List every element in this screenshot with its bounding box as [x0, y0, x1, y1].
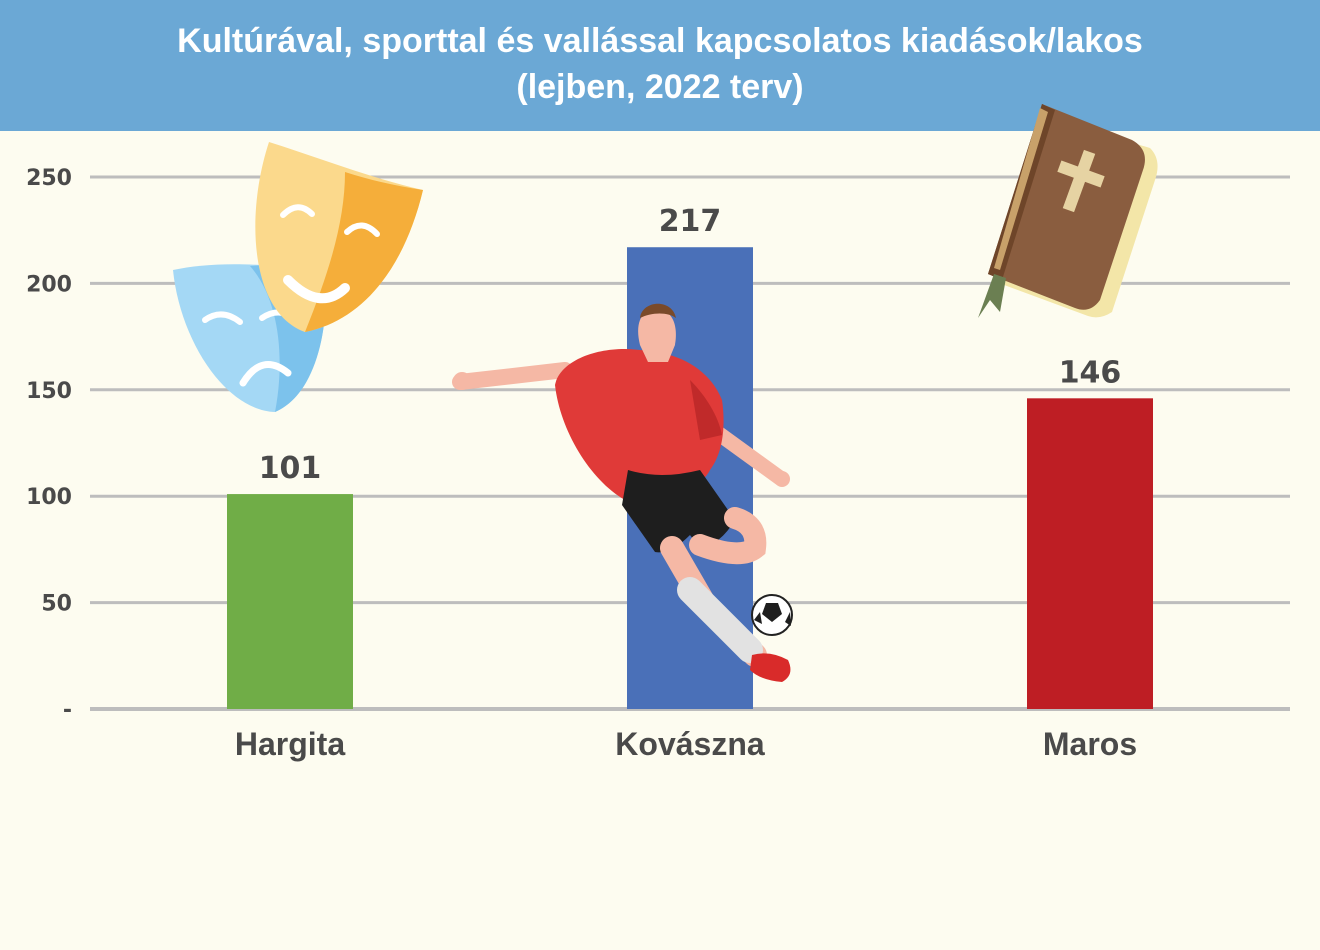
- data-labels: 101 217 146: [259, 204, 1122, 486]
- bible-icon: [978, 104, 1158, 318]
- x-tick-label: Hargita: [235, 726, 345, 762]
- x-axis-ticks: Hargita Kovászna Maros: [235, 726, 1137, 762]
- football-player-icon: [452, 303, 793, 682]
- y-tick-label: 150: [26, 379, 72, 404]
- theater-masks-icon: [173, 142, 423, 412]
- y-tick-label: 100: [26, 485, 72, 510]
- bar-hargita: [227, 494, 353, 709]
- chart-subtitle: (lejben, 2022 terv): [516, 68, 804, 106]
- y-axis-ticks: - 50 100 150 200 250: [26, 166, 72, 723]
- data-label: 101: [259, 451, 322, 486]
- bar-maros: [1027, 398, 1153, 709]
- x-tick-label: Maros: [1043, 726, 1137, 762]
- y-tick-label: 250: [26, 166, 72, 191]
- y-tick-label: 50: [41, 592, 72, 617]
- y-tick-label: 200: [26, 272, 72, 297]
- data-label: 217: [659, 204, 722, 239]
- x-tick-label: Kovászna: [615, 726, 765, 762]
- chart-title: Kultúrával, sporttal és vallással kapcso…: [177, 22, 1143, 60]
- data-label: 146: [1059, 355, 1122, 390]
- y-tick-label: -: [63, 698, 72, 723]
- chart-header: Kultúrával, sporttal és vallással kapcso…: [0, 0, 1320, 131]
